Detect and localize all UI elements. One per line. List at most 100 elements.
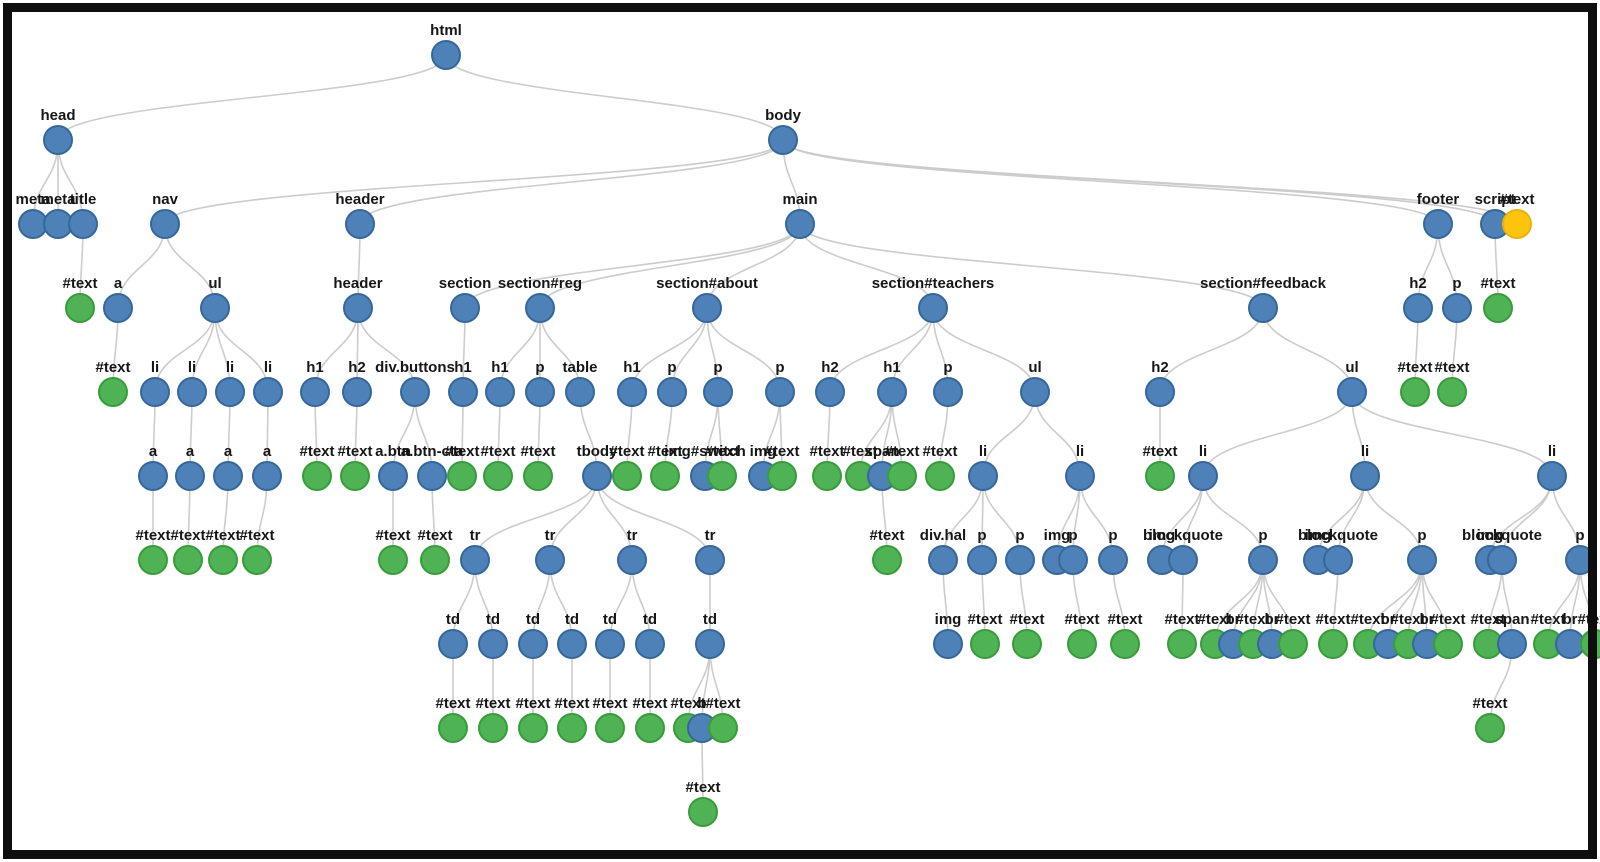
text-node-text[interactable] (635, 713, 665, 743)
element-node-li[interactable] (253, 377, 283, 407)
text-node-text[interactable] (1110, 629, 1140, 659)
element-node-li[interactable] (1065, 461, 1095, 491)
text-node-text[interactable] (378, 545, 408, 575)
element-node-a[interactable] (175, 461, 205, 491)
element-node-header[interactable] (343, 293, 373, 323)
element-node-h1[interactable] (877, 377, 907, 407)
element-node-td[interactable] (478, 629, 508, 659)
text-node-text[interactable] (1475, 713, 1505, 743)
element-node-h2[interactable] (1145, 377, 1175, 407)
element-node-ul[interactable] (1020, 377, 1050, 407)
element-node-li[interactable] (1350, 461, 1380, 491)
text-node-text[interactable] (1145, 461, 1175, 491)
element-node-h1[interactable] (300, 377, 330, 407)
element-node-h2[interactable] (1403, 293, 1433, 323)
text-node-text[interactable] (1278, 629, 1308, 659)
text-node-text[interactable] (1167, 629, 1197, 659)
element-node-table[interactable] (565, 377, 595, 407)
element-node-td[interactable] (635, 629, 665, 659)
element-node-html[interactable] (431, 40, 461, 70)
element-node-td[interactable] (557, 629, 587, 659)
element-node-a[interactable] (138, 461, 168, 491)
element-node-p[interactable] (1005, 545, 1035, 575)
element-node-p[interactable] (1058, 545, 1088, 575)
element-node-p[interactable] (1565, 545, 1595, 575)
element-node-h2[interactable] (815, 377, 845, 407)
text-node-text[interactable] (595, 713, 625, 743)
element-node-p[interactable] (1407, 545, 1437, 575)
element-node-td[interactable] (438, 629, 468, 659)
element-node-blockquote[interactable] (1487, 545, 1517, 575)
element-node-main[interactable] (785, 209, 815, 239)
element-node-a-btn-cta[interactable] (417, 461, 447, 491)
element-node-td[interactable] (518, 629, 548, 659)
text-node-text[interactable] (302, 461, 332, 491)
text-node-text[interactable] (518, 713, 548, 743)
element-node-li[interactable] (968, 461, 998, 491)
text-node-text[interactable] (523, 461, 553, 491)
element-node-head[interactable] (43, 125, 73, 155)
text-node-text[interactable] (1580, 629, 1600, 659)
text-node-text[interactable] (688, 797, 718, 827)
element-node-a[interactable] (252, 461, 282, 491)
element-node-div-hal[interactable] (928, 545, 958, 575)
element-node-a[interactable] (213, 461, 243, 491)
element-node-ul[interactable] (200, 293, 230, 323)
text-node-text[interactable] (173, 545, 203, 575)
element-node-blockquote[interactable] (1323, 545, 1353, 575)
element-node-tr[interactable] (695, 545, 725, 575)
element-node-img[interactable] (933, 629, 963, 659)
element-node-a-btn[interactable] (378, 461, 408, 491)
text-node-text[interactable] (872, 545, 902, 575)
element-node-li[interactable] (1188, 461, 1218, 491)
element-node-blockquote[interactable] (1168, 545, 1198, 575)
element-node-li[interactable] (1537, 461, 1567, 491)
element-node-h1[interactable] (448, 377, 478, 407)
text-node-text[interactable] (612, 461, 642, 491)
element-node-tr[interactable] (460, 545, 490, 575)
element-node-tbody[interactable] (582, 461, 612, 491)
element-node-title[interactable] (68, 209, 98, 239)
text-node-text[interactable] (1502, 209, 1532, 239)
element-node-p[interactable] (657, 377, 687, 407)
text-node-text[interactable] (812, 461, 842, 491)
element-node-span[interactable] (1497, 629, 1527, 659)
text-node-text[interactable] (1400, 377, 1430, 407)
element-node-li[interactable] (177, 377, 207, 407)
text-node-text[interactable] (478, 713, 508, 743)
text-node-text[interactable] (420, 545, 450, 575)
element-node-meta[interactable] (43, 209, 73, 239)
text-node-text[interactable] (340, 461, 370, 491)
element-node-footer[interactable] (1423, 209, 1453, 239)
element-node-p[interactable] (703, 377, 733, 407)
element-node-li[interactable] (215, 377, 245, 407)
element-node-section-reg[interactable] (525, 293, 555, 323)
text-node-text[interactable] (65, 293, 95, 323)
text-node-text[interactable] (708, 713, 738, 743)
element-node-tr[interactable] (535, 545, 565, 575)
text-node-text[interactable] (1067, 629, 1097, 659)
element-node-td[interactable] (695, 629, 725, 659)
text-node-text[interactable] (208, 545, 238, 575)
element-node-a[interactable] (103, 293, 133, 323)
element-node-ul[interactable] (1337, 377, 1367, 407)
text-node-text[interactable] (447, 461, 477, 491)
text-node-text[interactable] (887, 461, 917, 491)
element-node-p[interactable] (933, 377, 963, 407)
text-node-text[interactable] (438, 713, 468, 743)
element-node-section-feedback[interactable] (1248, 293, 1278, 323)
text-node-text[interactable] (1433, 629, 1463, 659)
element-node-tr[interactable] (617, 545, 647, 575)
text-node-text[interactable] (1437, 377, 1467, 407)
text-node-text[interactable] (1012, 629, 1042, 659)
element-node-p[interactable] (1248, 545, 1278, 575)
text-node-text[interactable] (557, 713, 587, 743)
text-node-text[interactable] (707, 461, 737, 491)
element-node-p[interactable] (1442, 293, 1472, 323)
element-node-p[interactable] (1098, 545, 1128, 575)
element-node-section[interactable] (450, 293, 480, 323)
element-node-p[interactable] (525, 377, 555, 407)
text-node-text[interactable] (138, 545, 168, 575)
text-node-text[interactable] (98, 377, 128, 407)
element-node-br[interactable] (1555, 629, 1585, 659)
